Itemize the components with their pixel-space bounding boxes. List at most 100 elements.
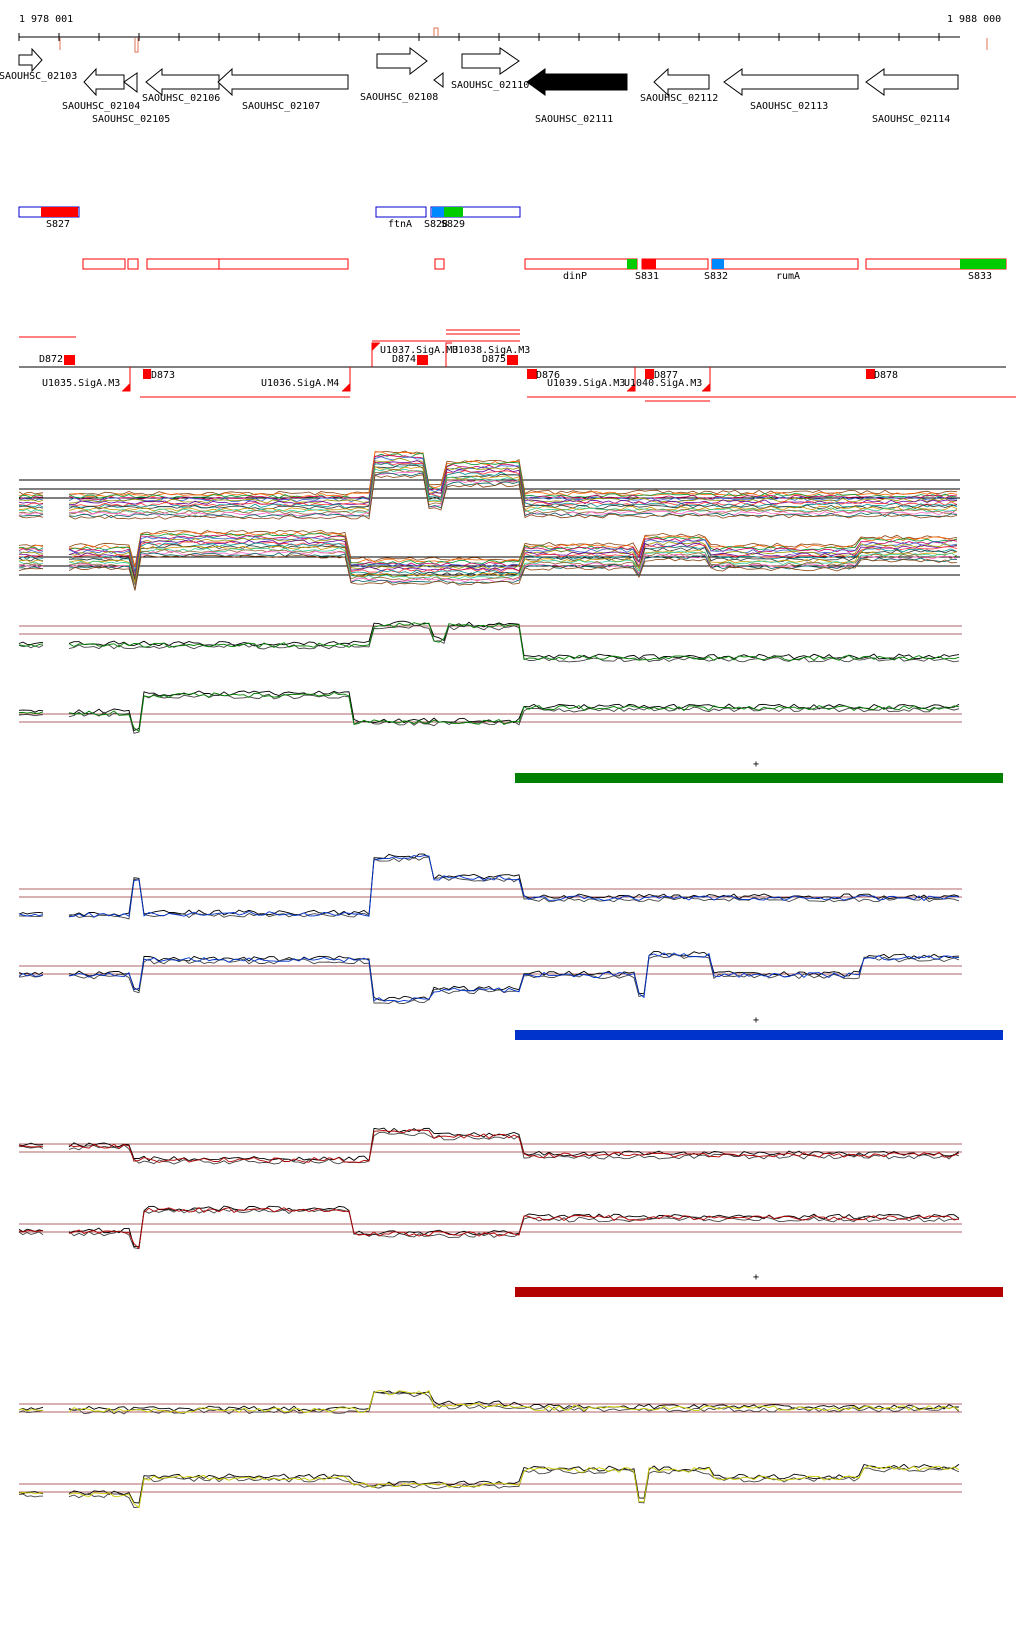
rna-feature-block [41, 207, 78, 217]
regulatory-track: U1037.SigA.M3 U1038.SigA.M3 U1035.SigA.M… [19, 329, 1016, 402]
feature-label: rumA [776, 271, 800, 282]
promoter-label: U1038.SigA.M3 [452, 345, 530, 356]
gene-arrow[interactable] [433, 71, 444, 89]
condition-trace [18, 713, 44, 717]
condition-panels: + + + [18, 620, 1003, 1509]
rna-feature-box[interactable] [434, 258, 445, 270]
gene-label: SAOUHSC_02113 [750, 101, 828, 112]
gene-label: SAOUHSC_02104 [62, 101, 140, 112]
gene-arrow[interactable] [145, 67, 220, 97]
condition-trace [18, 1406, 44, 1411]
feature-label: S829 [441, 219, 465, 230]
gene-arrow[interactable] [123, 72, 138, 94]
gene-label: SAOUHSC_02106 [142, 93, 220, 104]
strand-marker: + [753, 1015, 759, 1026]
expression-line [19, 499, 44, 503]
gene-arrow[interactable] [217, 67, 349, 97]
terminator-label: D873 [151, 370, 175, 381]
expression-line [68, 457, 958, 504]
expression-line [18, 548, 44, 552]
condition-trace [68, 1207, 960, 1250]
expression-line [19, 546, 44, 551]
rna-feature-box[interactable] [375, 206, 427, 218]
rna-feature-box[interactable] [82, 258, 126, 270]
rna-feature-box[interactable] [127, 258, 139, 270]
terminator-block[interactable] [507, 355, 518, 365]
condition-trace [68, 954, 960, 1004]
ruler-end-label: 1 988 000 [947, 14, 1001, 25]
condition-trace [68, 1465, 960, 1509]
condition-trace [18, 911, 44, 915]
condition-trace [68, 622, 960, 661]
gene-arrow[interactable] [526, 68, 628, 96]
gene-arrow[interactable] [653, 67, 710, 97]
expression-line [18, 566, 44, 570]
condition-trace [18, 644, 44, 649]
gene-arrow[interactable] [376, 46, 428, 76]
terminator-block[interactable] [64, 355, 75, 365]
rna-features-minus: dinP S831 S832 rumA S833 [82, 258, 1007, 282]
expression-line [18, 504, 44, 508]
condition-panel: + [18, 1127, 1003, 1297]
condition-trace [18, 972, 44, 977]
gene-arrow[interactable] [723, 68, 859, 96]
condition-trace [68, 1208, 960, 1250]
gene-arrow[interactable] [461, 47, 520, 75]
terminator-block[interactable] [645, 369, 654, 379]
expression-line [68, 462, 958, 509]
gene-label: SAOUHSC_02114 [872, 114, 950, 125]
condition-trace [68, 1127, 960, 1162]
gene-label: SAOUHSC_02103 [0, 71, 77, 82]
rna-feature-box[interactable] [430, 206, 521, 218]
promoter-label: U1036.SigA.M4 [261, 378, 339, 389]
condition-trace [68, 1129, 960, 1163]
gene-arrow[interactable] [18, 47, 43, 73]
gene-label: SAOUHSC_02111 [535, 114, 613, 125]
gene-arrow[interactable] [865, 68, 959, 96]
rna-feature-box[interactable] [146, 258, 349, 270]
gene-label: SAOUHSC_02108 [360, 92, 438, 103]
expression-line [18, 491, 44, 495]
expression-line [68, 451, 958, 498]
rna-feature-block [642, 259, 656, 269]
expression-line [68, 552, 958, 590]
condition-trace [18, 1492, 44, 1495]
feature-label: S832 [704, 271, 728, 282]
expression-line [18, 564, 44, 568]
terminator-block[interactable] [417, 355, 428, 365]
transcribed-region-bar[interactable] [515, 1030, 1003, 1040]
promoter-label: U1039.SigA.M3 [547, 378, 625, 389]
condition-panel [18, 1389, 962, 1509]
gene-label: SAOUHSC_02110 [451, 80, 529, 91]
condition-panel: + [18, 853, 1003, 1040]
terminator-block[interactable] [143, 369, 151, 379]
terminator-block[interactable] [866, 369, 875, 379]
condition-trace [68, 1392, 960, 1415]
condition-panel: + [18, 620, 1003, 783]
expression-line [18, 551, 44, 555]
expression-line [18, 567, 44, 572]
expression-line [68, 550, 958, 590]
rna-feature-block [432, 207, 444, 217]
terminator-label: D875 [482, 354, 506, 365]
expression-line [18, 512, 44, 516]
expression-line [68, 549, 958, 586]
gene-label: SAOUHSC_02105 [92, 114, 170, 125]
expression-line [68, 455, 958, 501]
ruler-mark [433, 27, 439, 36]
terminator-label: D872 [39, 354, 63, 365]
condition-trace [68, 855, 960, 918]
condition-trace [68, 690, 960, 732]
rna-feature-box[interactable] [524, 258, 638, 270]
rna-feature-box[interactable] [711, 258, 859, 270]
transcribed-region-bar[interactable] [515, 773, 1003, 783]
transcribed-region-bar[interactable] [515, 1287, 1003, 1297]
rna-feature-block [627, 259, 637, 269]
condition-trace [18, 974, 44, 978]
gene-arrow[interactable] [83, 67, 125, 97]
expression-line [68, 472, 958, 519]
expression-line [68, 539, 958, 577]
terminator-block[interactable] [527, 369, 537, 379]
strand-marker: + [753, 1272, 759, 1283]
